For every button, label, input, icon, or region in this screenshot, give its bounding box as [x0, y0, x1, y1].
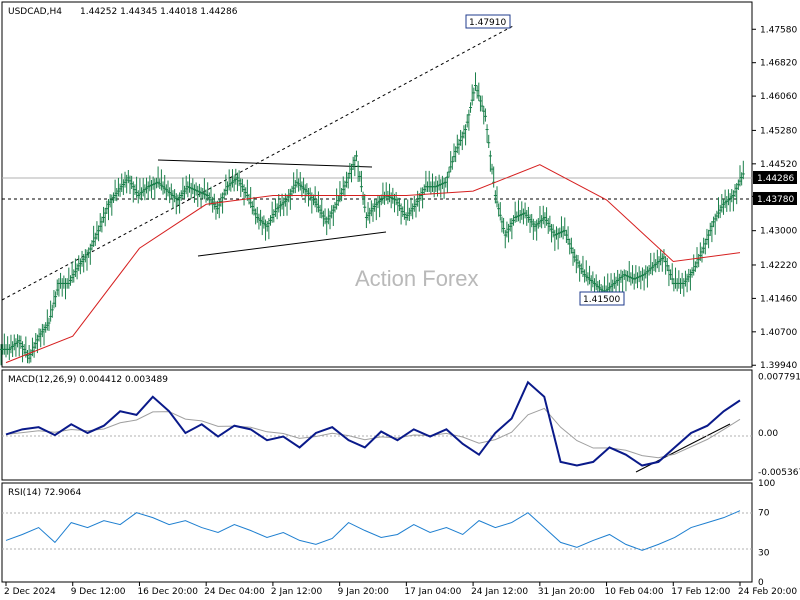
- time-tick-label: 9 Jan 20:00: [338, 587, 390, 597]
- time-tick-label: 17 Jan 04:00: [404, 587, 461, 597]
- time-axis: 2 Dec 2024 9 Dec 12:00 16 Dec 20:00 24 Dec …: [4, 582, 797, 597]
- high-annotation-label: 1.47910: [469, 18, 506, 28]
- high-annotation: 1.47910: [465, 14, 511, 29]
- price-tick-label: 1.42220: [760, 261, 797, 271]
- time-tick-label: 16 Dec 20:00: [137, 587, 198, 597]
- support-price-tag-label: 1.43780: [757, 195, 794, 205]
- price-tick-label: 1.39940: [760, 361, 797, 371]
- rsi-axis: 100 70 30 0: [758, 479, 775, 588]
- price-tick-label: 1.46820: [760, 59, 797, 69]
- time-tick-label: 31 Jan 20:00: [538, 587, 595, 597]
- time-tick-label: 24 Jan 12:00: [471, 587, 528, 597]
- macd-tick-label: 0.007791: [758, 373, 800, 383]
- macd-axis: 0.007791 0.00 -0.005367: [758, 373, 800, 478]
- time-tick-label: 24 Feb 20:00: [738, 587, 797, 597]
- macd-tick-label: -0.005367: [758, 468, 800, 478]
- price-tick-label: 1.46060: [760, 92, 797, 102]
- price-tick-label: 1.41460: [760, 294, 797, 304]
- low-annotation: 1.41500: [579, 291, 625, 306]
- rsi-tick-label: 70: [758, 509, 770, 519]
- rsi-panel-frame: [1, 482, 753, 583]
- price-tick-label: 1.44520: [760, 160, 797, 170]
- high-annotation-box: [465, 14, 511, 29]
- rsi-tick-label: 100: [758, 479, 775, 489]
- watermark: Action Forex: [355, 266, 479, 291]
- time-tick-label: 17 Feb 12:00: [671, 587, 730, 597]
- price-tick-label: 1.40700: [760, 328, 797, 338]
- price-tick-label: 1.47580: [760, 25, 797, 35]
- price-tick-label: 1.45280: [760, 126, 797, 136]
- time-tick-label: 24 Dec 04:00: [204, 587, 265, 597]
- low-annotation-label: 1.41500: [583, 295, 620, 305]
- time-tick-label: 2 Dec 2024: [4, 587, 56, 597]
- ohlc-readout: 1.44252 1.44345 1.44018 1.44286: [80, 7, 238, 17]
- support-price-tag: [753, 192, 797, 205]
- current-price-tag-label: 1.44286: [757, 174, 794, 184]
- symbol-label: USDCAD,H4: [8, 7, 62, 17]
- time-tick-label: 2 Jan 12:00: [271, 587, 323, 597]
- current-price-tag: [753, 171, 797, 184]
- time-tick-label: 10 Feb 04:00: [605, 587, 664, 597]
- rsi-line: [5, 510, 741, 551]
- price-panel-frame: [1, 1, 753, 368]
- low-annotation-box: [579, 291, 625, 306]
- rsi-title: RSI(14) 72.9064: [8, 488, 81, 498]
- rsi-tick-label: 0: [758, 578, 764, 588]
- macd-title: MACD(12,26,9) 0.004412 0.003489: [8, 375, 168, 385]
- time-tick-label: 9 Dec 12:00: [71, 587, 126, 597]
- moving-average-line: [5, 164, 741, 364]
- macd-tick-label: 0.00: [758, 429, 778, 439]
- rsi-tick-label: 30: [758, 548, 770, 558]
- triangle-lower-line: [197, 231, 387, 257]
- chart-header: USDCAD,H4 1.44252 1.44345 1.44018 1.4428…: [8, 7, 238, 17]
- price-tick-label: 1.43000: [760, 227, 797, 237]
- price-series: [0, 72, 745, 366]
- triangle-upper-line: [157, 159, 373, 168]
- macd-panel-frame: [1, 369, 753, 481]
- macd-line: [5, 380, 741, 467]
